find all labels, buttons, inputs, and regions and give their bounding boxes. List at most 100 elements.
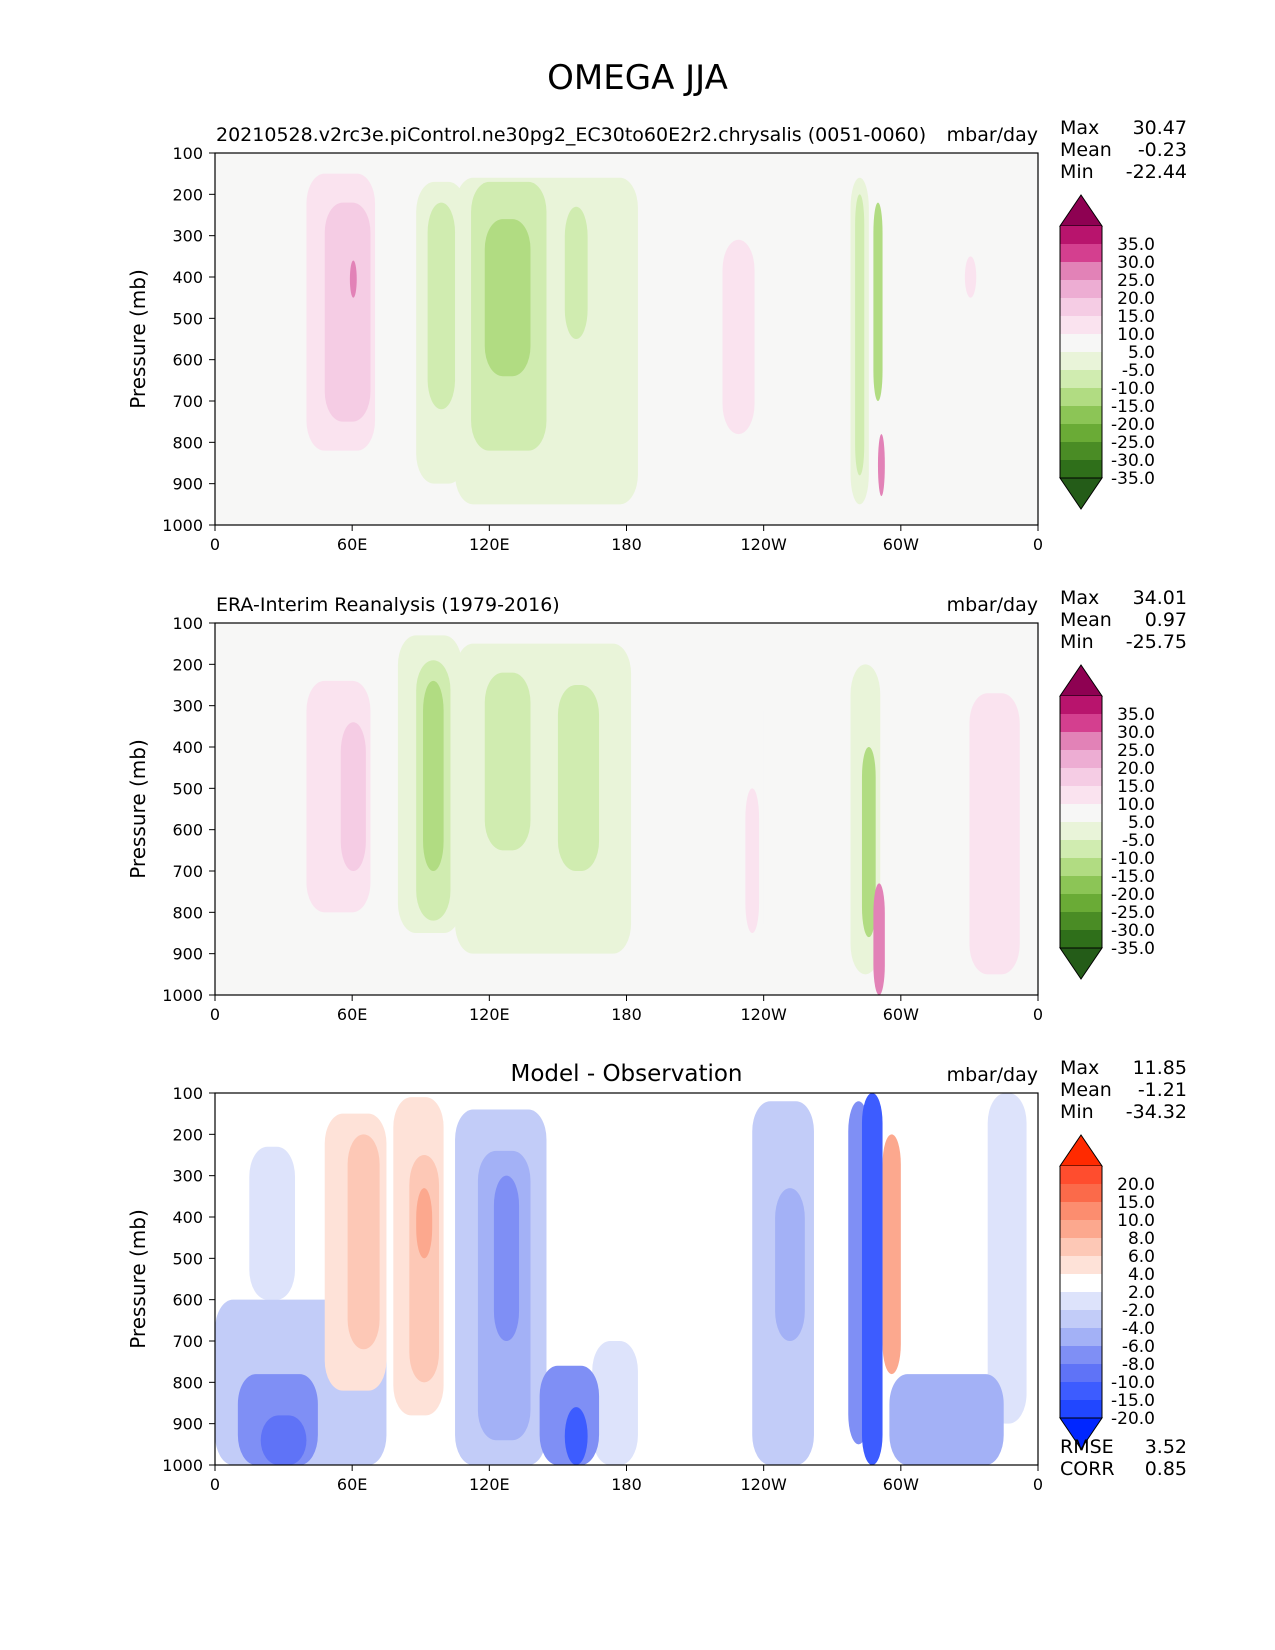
field-patch [889, 1374, 1004, 1465]
colorbar-segment [1060, 1310, 1102, 1328]
field-patch [775, 1188, 805, 1341]
field-patch [861, 1093, 883, 1465]
colorbar-extend-bottom [1059, 947, 1103, 980]
colorbar-segment [1060, 1364, 1102, 1382]
colorbar-extend-top [1059, 664, 1103, 697]
field-patch [349, 260, 357, 298]
y-tick-label: 700 [172, 392, 203, 411]
y-tick-label: 500 [172, 309, 203, 328]
colorbar-tick-label: 15.0 [1117, 307, 1155, 327]
field-patch [923, 181, 1027, 492]
colorbar-tick-label: -5.0 [1122, 831, 1155, 851]
colorbar-segment [1060, 316, 1102, 334]
y-axis-label: Pressure (mb) [126, 269, 150, 409]
colorbar-tick-label: -15.0 [1111, 867, 1155, 887]
colorbar-tick-label: -20.0 [1111, 415, 1155, 435]
x-tick-label: 60W [883, 535, 919, 554]
colorbar-segment [1060, 1220, 1102, 1238]
colorbar-tick-label: 20.0 [1117, 289, 1155, 309]
colorbar-tick-label: -10.0 [1111, 849, 1155, 869]
stat-value-max: 11.85 [1133, 1057, 1187, 1079]
colorbar-tick-label: 35.0 [1117, 235, 1155, 255]
panel-obs: 100 200 300 400 500 600 700 800 900 1000 0 60E 120E 1… [126, 587, 1187, 1024]
x-tick-label: 120W [740, 535, 787, 554]
stat-label-rmse: RMSE [1060, 1436, 1114, 1458]
y-tick-label: 800 [172, 903, 203, 922]
field-patch [592, 1341, 638, 1465]
field-patch [722, 239, 755, 435]
colorbar-tick-label: 30.0 [1117, 253, 1155, 273]
x-tick-label: 0 [210, 1005, 220, 1024]
colorbar-segment [1060, 406, 1102, 424]
x-tick-label: 120E [469, 1475, 510, 1494]
field-patch [564, 206, 588, 339]
y-tick-label: 600 [172, 821, 203, 840]
field-patch [557, 685, 600, 871]
stat-value-min: -22.44 [1126, 161, 1187, 183]
y-tick-label: 300 [172, 1167, 203, 1186]
colorbar-segment [1060, 732, 1102, 750]
y-tick-label: 1000 [162, 1456, 203, 1475]
field-patch [672, 1175, 730, 1383]
colorbar-segment [1060, 352, 1102, 370]
x-tick-label: 60E [337, 535, 367, 554]
colorbar-tick-label: 35.0 [1117, 705, 1155, 725]
field-patch [249, 1146, 296, 1300]
colorbar-segment [1060, 750, 1102, 768]
colorbar-tick-label: 20.0 [1117, 759, 1155, 779]
colorbar-segment [1060, 876, 1102, 894]
x-tick-label: 0 [1033, 535, 1043, 554]
field-layer [226, 173, 1027, 505]
colorbar-tick-label: 2.0 [1128, 1283, 1155, 1303]
colorbar-tick-label: -30.0 [1111, 921, 1155, 941]
x-tick-label: 180 [611, 535, 642, 554]
colorbar-segment [1060, 442, 1102, 460]
stat-value-min: -34.32 [1126, 1101, 1187, 1123]
y-tick-label: 400 [172, 268, 203, 287]
y-tick-label: 100 [172, 1084, 203, 1103]
stat-value-mean: -0.23 [1138, 139, 1187, 161]
colorbar-segment [1060, 930, 1102, 948]
colorbar-segment [1060, 262, 1102, 280]
colorbar-segment [1060, 1292, 1102, 1310]
colorbar-tick-label: 25.0 [1117, 271, 1155, 291]
stat-label-mean: Mean [1060, 1079, 1112, 1101]
field-patch [882, 1134, 901, 1375]
colorbar-tick-label: -10.0 [1111, 1373, 1155, 1393]
colorbar-extend-top [1059, 194, 1103, 227]
colorbar-tick-label: 15.0 [1117, 777, 1155, 797]
y-tick-label: 900 [172, 1415, 203, 1434]
colorbar: 35.030.025.020.015.010.05.0-5.0-10.0-15.… [1059, 664, 1155, 980]
x-tick-label: 0 [1033, 1475, 1043, 1494]
x-tick-label: 180 [611, 1475, 642, 1494]
colorbar-tick-label: 10.0 [1117, 795, 1155, 815]
colorbar-segment [1060, 388, 1102, 406]
x-tick-label: 0 [210, 535, 220, 554]
y-tick-label: 500 [172, 779, 203, 798]
stat-value-rmse: 3.52 [1145, 1436, 1187, 1458]
colorbar-segment [1060, 370, 1102, 388]
stat-value-mean: 0.97 [1145, 609, 1187, 631]
y-tick-label: 600 [172, 1291, 203, 1310]
stat-label-max: Max [1060, 587, 1099, 609]
colorbar: 35.030.025.020.015.010.05.0-5.0-10.0-15.… [1059, 194, 1155, 510]
colorbar-extend-bottom [1059, 477, 1103, 510]
units-label: mbar/day [947, 594, 1038, 616]
x-tick-label: 120E [469, 1005, 510, 1024]
colorbar-segment [1060, 1202, 1102, 1220]
y-tick-label: 900 [172, 945, 203, 964]
colorbar-segment [1060, 1346, 1102, 1364]
field-patch [877, 434, 885, 497]
panel-title-left: ERA-Interim Reanalysis (1979-2016) [216, 594, 560, 616]
y-tick-label: 400 [172, 738, 203, 757]
stat-label-min: Min [1060, 1101, 1094, 1123]
colorbar-tick-label: 10.0 [1117, 1211, 1155, 1231]
y-tick-label: 300 [172, 227, 203, 246]
stat-value-max: 34.01 [1133, 587, 1187, 609]
colorbar-segment [1060, 334, 1102, 352]
field-patch [226, 181, 296, 463]
field-patch [484, 219, 531, 377]
stat-label-min: Min [1060, 631, 1094, 653]
colorbar-tick-label: -35.0 [1111, 469, 1155, 489]
panel-diff: 100 200 300 400 500 600 700 800 900 1000 0 60E 120E 1… [126, 1057, 1187, 1494]
